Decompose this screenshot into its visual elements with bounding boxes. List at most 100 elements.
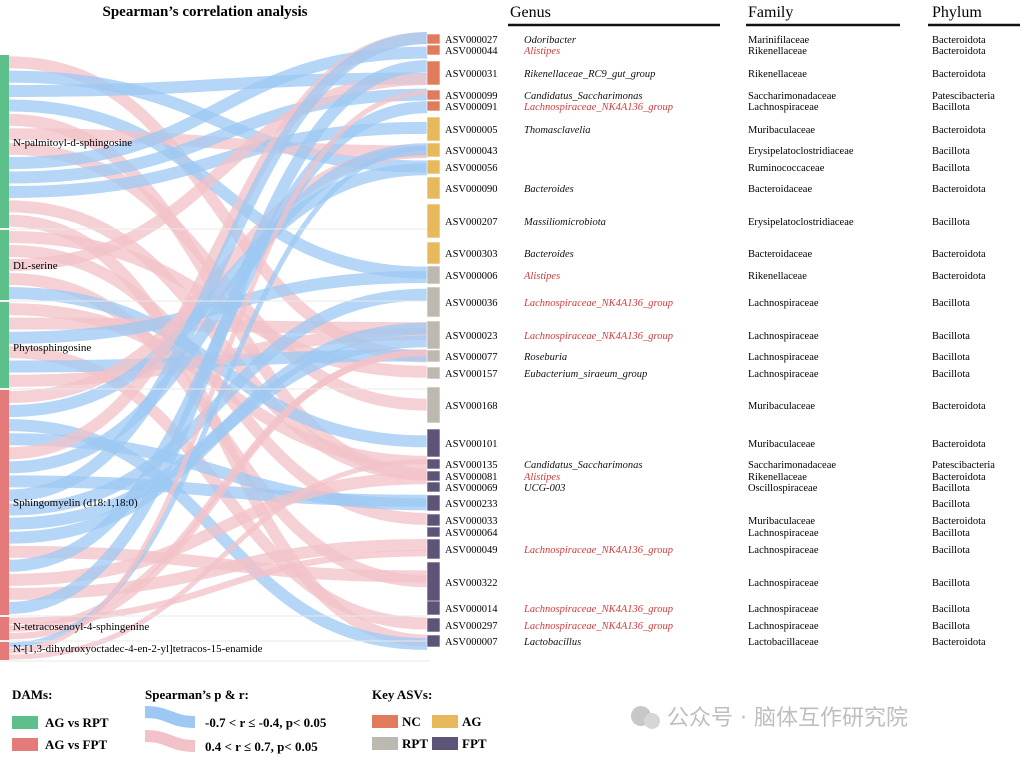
- legend-label-positive: 0.4 < r ≤ 0.7, p< 0.05: [205, 739, 318, 754]
- family-cell: Lachnospiraceae: [748, 545, 819, 556]
- asv-bar: [426, 470, 441, 482]
- phylum-cell: Bacteroidota: [932, 184, 986, 195]
- correlation-links: [8, 31, 428, 660]
- asv-bar: [426, 600, 441, 616]
- asv-label: ASV000207: [445, 217, 498, 228]
- asv-bar: [426, 44, 441, 56]
- header-phylum: Phylum: [932, 4, 982, 21]
- asv-label: ASV000322: [445, 578, 498, 589]
- genus-cell: Alistipes: [523, 472, 560, 483]
- family-cell: Erysipelatoclostridiaceae: [748, 217, 854, 228]
- asv-label: ASV000091: [445, 102, 498, 113]
- asv-label: ASV000036: [445, 298, 498, 309]
- family-cell: Rikenellaceae: [748, 46, 807, 57]
- genus-cell: Lachnospiraceae_NK4A136_group: [523, 545, 673, 556]
- metabolite-bar: [0, 302, 9, 388]
- asv-label: ASV000056: [445, 163, 498, 174]
- family-cell: Muribaculaceae: [748, 401, 815, 412]
- legend-swatch-ag: [432, 715, 458, 728]
- family-cell: Saccharimonadaceae: [748, 460, 836, 471]
- metabolite-bar: [0, 230, 9, 300]
- family-cell: Lachnospiraceae: [748, 369, 819, 380]
- metabolite-bar: [0, 617, 9, 640]
- genus-cell: Alistipes: [523, 46, 560, 57]
- negative-correlation-link: [8, 143, 428, 474]
- phylum-cell: Bacteroidota: [932, 249, 986, 260]
- legend-swatch-rpt: [372, 737, 398, 750]
- family-cell: Bacteroidaceae: [748, 249, 812, 260]
- asv-bar: [426, 203, 441, 239]
- family-cell: Bacteroidaceae: [748, 184, 812, 195]
- genus-cell: Thomasclavelia: [524, 125, 591, 136]
- legend-swatch-nc: [372, 715, 398, 728]
- asv-bar: [426, 33, 441, 45]
- asv-bar: [426, 617, 441, 633]
- phylum-cell: Bacteroidota: [932, 516, 986, 527]
- negative-correlation-link: [8, 32, 428, 502]
- phylum-cell: Bacteroidota: [932, 69, 986, 80]
- legend-swatch-ag-vs-rpt: [12, 716, 38, 729]
- family-cell: Lachnospiraceae: [748, 604, 819, 615]
- asv-bar: [426, 286, 441, 318]
- genus-cell: Odoribacter: [524, 35, 577, 46]
- phylum-cell: Bacillota: [932, 369, 970, 380]
- genus-cell: Bacteroides: [524, 249, 574, 260]
- asv-bars: [426, 33, 441, 648]
- family-cell: Oscillospiraceae: [748, 483, 818, 494]
- asv-label: ASV000090: [445, 184, 498, 195]
- family-cell: Muribaculaceae: [748, 516, 815, 527]
- phylum-cell: Bacillota: [932, 578, 970, 589]
- taxonomy-table: Odoribacter Marinifilaceae Bacteroidota Ali…: [523, 35, 995, 648]
- header-genus: Genus: [510, 4, 551, 21]
- phylum-cell: Bacillota: [932, 545, 970, 556]
- positive-correlation-link: [8, 128, 428, 158]
- positive-correlation-link: [8, 539, 428, 600]
- asv-label: ASV000006: [445, 271, 498, 282]
- asv-label: ASV000007: [445, 637, 498, 648]
- phylum-cell: Bacillota: [932, 621, 970, 632]
- phylum-cell: Bacteroidota: [932, 637, 986, 648]
- negative-correlation-link: [8, 60, 428, 614]
- family-cell: Lachnospiraceae: [748, 102, 819, 113]
- asv-bar: [426, 176, 441, 200]
- asv-bar: [426, 526, 441, 538]
- genus-cell: Lactobacillus: [523, 637, 581, 648]
- asv-bar: [426, 89, 441, 101]
- positive-correlation-link: [8, 303, 428, 468]
- wechat-icon-bubble: [644, 713, 660, 729]
- phylum-cell: Bacillota: [932, 499, 970, 510]
- family-cell: Lachnospiraceae: [748, 578, 819, 589]
- phylum-cell: Bacteroidota: [932, 46, 986, 57]
- phylum-cell: Bacillota: [932, 163, 970, 174]
- asv-label: ASV000023: [445, 331, 498, 342]
- asv-bar: [426, 481, 441, 493]
- genus-cell: Alistipes: [523, 271, 560, 282]
- asv-label: ASV000049: [445, 545, 498, 556]
- phylum-cell: Bacillota: [932, 331, 970, 342]
- phylum-cell: Bacillota: [932, 146, 970, 157]
- asv-bar: [426, 561, 441, 603]
- genus-cell: Lachnospiraceae_NK4A136_group: [523, 604, 673, 615]
- legend-spearman-title: Spearman’s p & r:: [145, 687, 249, 702]
- phylum-cell: Bacillota: [932, 604, 970, 615]
- family-cell: Ruminococcaceae: [748, 163, 825, 174]
- genus-cell: UCG-003: [524, 483, 565, 494]
- legend-swatch-fpt: [432, 737, 458, 750]
- family-cell: Rikenellaceae: [748, 69, 807, 80]
- asv-bar: [426, 265, 441, 285]
- phylum-cell: Bacillota: [932, 483, 970, 494]
- legend-key-title: Key ASVs:: [372, 687, 432, 702]
- asv-label: ASV000044: [445, 46, 498, 57]
- family-cell: Lachnospiraceae: [748, 298, 819, 309]
- asv-label: ASV000064: [445, 528, 498, 539]
- family-cell: Lachnospiraceae: [748, 621, 819, 632]
- node-labels: N-palmitoyl-d-sphingosine DL-serine Phytos…: [13, 35, 498, 655]
- asv-bar: [426, 100, 441, 112]
- genus-cell: Lachnospiraceae_NK4A136_group: [523, 298, 673, 309]
- legend-label-fpt: FPT: [462, 736, 487, 751]
- family-cell: Lachnospiraceae: [748, 352, 819, 363]
- genus-cell: Lachnospiraceae_NK4A136_group: [523, 102, 673, 113]
- asv-label: ASV000005: [445, 125, 498, 136]
- asv-label: ASV000069: [445, 483, 498, 494]
